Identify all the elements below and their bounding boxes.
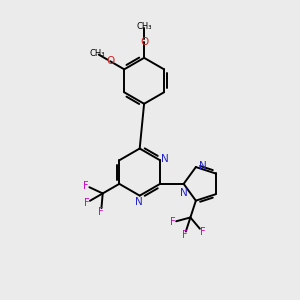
Text: N: N bbox=[200, 160, 207, 171]
Text: CH₃: CH₃ bbox=[90, 50, 105, 58]
Text: F: F bbox=[170, 217, 175, 227]
Text: N: N bbox=[161, 154, 169, 164]
Text: F: F bbox=[83, 181, 89, 190]
Text: O: O bbox=[140, 37, 148, 46]
Text: N: N bbox=[180, 188, 188, 198]
Text: O: O bbox=[106, 56, 114, 66]
Text: F: F bbox=[84, 198, 89, 208]
Text: F: F bbox=[98, 207, 104, 217]
Text: F: F bbox=[200, 227, 205, 237]
Text: N: N bbox=[135, 197, 143, 207]
Text: CH₃: CH₃ bbox=[136, 22, 152, 32]
Text: F: F bbox=[182, 230, 188, 240]
